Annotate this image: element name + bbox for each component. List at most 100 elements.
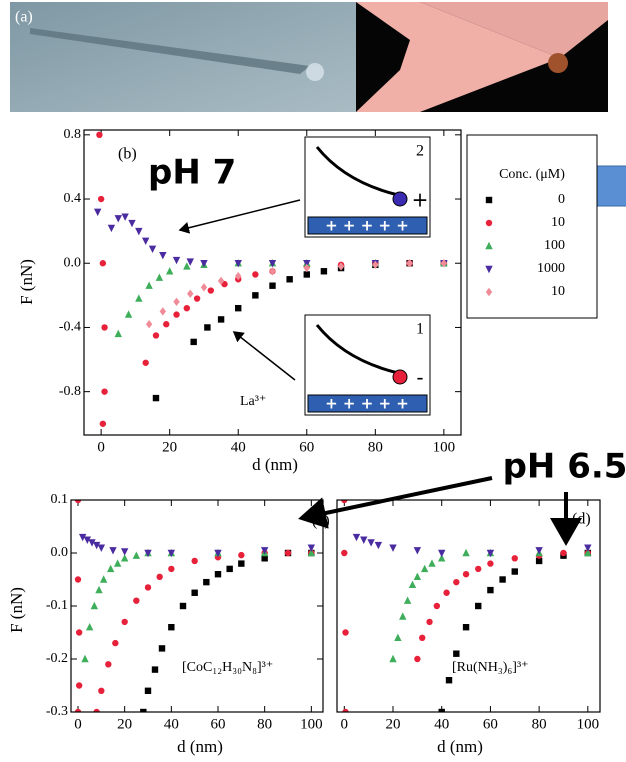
inset-charge: -	[416, 366, 423, 390]
data-point	[142, 359, 149, 366]
data-point	[152, 394, 160, 402]
data-point	[406, 259, 413, 268]
x-tick-label: 100	[433, 439, 456, 455]
panel-a-label: (a)	[15, 9, 33, 26]
data-point	[165, 267, 174, 275]
data-point	[144, 584, 152, 591]
data-point	[413, 547, 422, 555]
data-point	[445, 677, 453, 684]
data-point	[535, 547, 543, 555]
data-point	[372, 260, 379, 270]
y-axis-label: F (nN)	[17, 259, 36, 305]
data-point	[114, 215, 122, 223]
plot-area	[71, 500, 323, 712]
data-point	[179, 602, 187, 610]
inset-particle	[392, 191, 408, 207]
data-point	[303, 260, 311, 268]
data-point	[101, 388, 108, 395]
data-point	[155, 273, 164, 281]
data-point	[98, 687, 105, 694]
y-tick-label: 0.0	[51, 545, 69, 560]
data-point	[81, 654, 89, 663]
data-point	[121, 618, 128, 626]
data-point	[144, 687, 152, 694]
data-point	[374, 541, 383, 550]
data-point	[475, 565, 482, 573]
data-point	[191, 589, 198, 596]
data-point	[320, 268, 328, 275]
inset-cantilever	[315, 146, 399, 197]
data-point	[135, 227, 143, 236]
data-point	[172, 256, 181, 265]
data-point	[200, 283, 208, 292]
inset-surface	[307, 394, 428, 413]
data-point	[92, 541, 101, 550]
inset-surface-charges: + + + + +	[325, 217, 409, 235]
inset-surface-charges: + + + + +	[325, 395, 409, 413]
data-point	[120, 548, 129, 556]
ph-label: pH 7	[148, 153, 236, 193]
data-point	[114, 329, 122, 338]
y-axis-label: F (nN)	[7, 587, 26, 633]
data-point	[168, 565, 175, 573]
series-group	[74, 500, 316, 712]
data-point	[156, 573, 163, 581]
data-point	[88, 539, 96, 547]
data-point	[234, 260, 242, 268]
data-point	[191, 557, 198, 565]
ion-label: [Ru(NH₃)₆]³⁺	[452, 660, 529, 675]
data-point	[475, 602, 482, 610]
x-tick-label: 20	[117, 716, 132, 732]
data-point	[511, 555, 518, 562]
droplet	[306, 63, 324, 81]
data-point	[112, 639, 119, 647]
y-tick-label: -0.2	[46, 651, 68, 666]
tip-shade	[420, 2, 608, 58]
ph-annotation: pH 6.5	[503, 447, 626, 487]
y-tick-label: 0.8	[64, 127, 82, 142]
data-point	[433, 602, 441, 610]
plot-frame	[83, 129, 462, 436]
panel-label: (b)	[118, 146, 137, 163]
inset-particle	[392, 369, 408, 385]
data-point	[399, 612, 407, 620]
data-point	[341, 500, 348, 504]
data-point	[342, 708, 349, 712]
data-point	[286, 276, 293, 283]
data-point	[90, 601, 99, 610]
data-point	[260, 547, 269, 555]
x-tick-label: 40	[164, 716, 179, 732]
data-point	[511, 568, 518, 575]
data-point	[419, 634, 426, 641]
data-point	[535, 557, 543, 565]
data-point	[190, 338, 197, 346]
data-point	[252, 292, 259, 299]
series-group	[341, 500, 592, 712]
data-point	[173, 311, 180, 318]
data-point	[453, 578, 460, 586]
data-point	[462, 571, 470, 578]
x-tick-label: 20	[386, 716, 401, 732]
data-point	[414, 655, 421, 663]
y-tick-label: 0.4	[64, 191, 82, 206]
legend-marker	[485, 287, 493, 297]
data-point	[78, 533, 87, 542]
data-point	[337, 262, 345, 271]
x-tick-label: 80	[532, 716, 547, 732]
x-tick-label: 0	[74, 716, 82, 732]
data-point	[168, 624, 175, 631]
data-point	[420, 564, 429, 573]
data-point	[97, 544, 106, 552]
ion-label: [CoC₁₂H₃₀N₈]³⁺	[182, 660, 273, 675]
data-point	[200, 260, 208, 268]
data-point	[132, 551, 141, 559]
panel-label: (d)	[572, 511, 591, 528]
legend-box	[466, 134, 598, 319]
x-tick-label: 0	[97, 439, 105, 455]
data-point	[217, 276, 225, 286]
x-tick-label: 60	[483, 716, 498, 732]
data-point	[217, 316, 225, 323]
data-point	[74, 708, 82, 712]
data-point	[107, 224, 116, 233]
